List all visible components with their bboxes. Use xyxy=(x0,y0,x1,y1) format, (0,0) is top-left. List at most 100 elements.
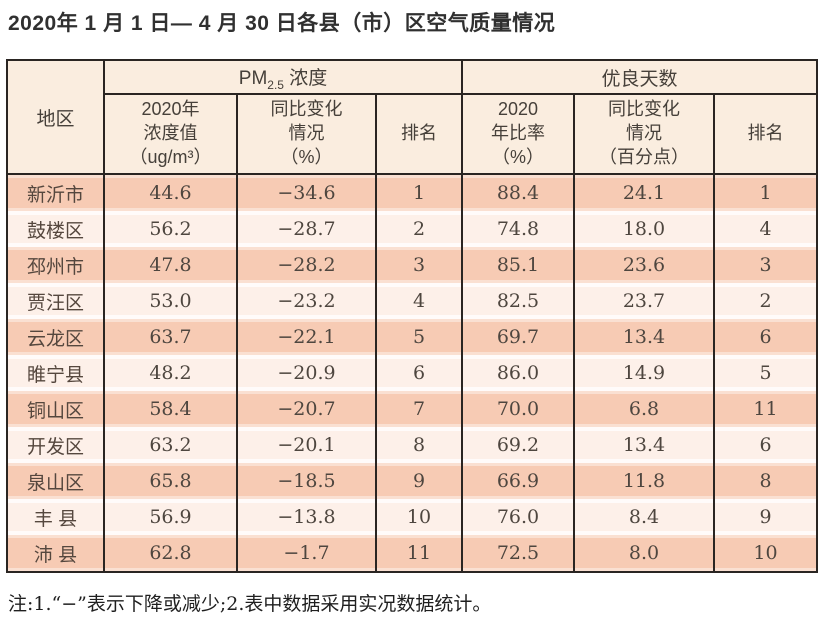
days-rank-cell: 11 xyxy=(712,391,819,427)
days-rate-cell: 69.7 xyxy=(461,319,575,355)
pm-rank-cell: 4 xyxy=(375,283,463,319)
pm25-subscript: 2.5 xyxy=(267,77,284,92)
days-change-cell: 24.1 xyxy=(573,174,715,211)
pm-value-cell: 56.2 xyxy=(103,211,238,247)
col-header-days-rate: 2020 年比率 （%） xyxy=(461,93,575,175)
table-row: 开发区 63.2 −20.1 8 69.2 13.4 6 xyxy=(6,427,819,463)
days-rank-cell: 4 xyxy=(712,211,819,247)
region-cell: 铜山区 xyxy=(6,391,105,427)
days-rate-cell: 72.5 xyxy=(461,535,575,572)
pm-change-cell: −20.1 xyxy=(236,427,377,463)
days-change-cell: 23.6 xyxy=(573,247,715,283)
days-rate-cell: 88.4 xyxy=(461,174,575,211)
days-change-cell: 11.8 xyxy=(573,463,715,499)
pm-rank-cell: 2 xyxy=(375,211,463,247)
pm-rank-cell: 7 xyxy=(375,391,463,427)
air-quality-table: 地区 PM2.5 浓度 优良天数 2020年 浓度值 （ug/m³） 同比变化 … xyxy=(6,59,819,573)
table-row: 铜山区 58.4 −20.7 7 70.0 6.8 11 xyxy=(6,391,819,427)
days-rate-cell: 66.9 xyxy=(461,463,575,499)
days-rank-cell: 2 xyxy=(712,283,819,319)
region-cell: 邳州市 xyxy=(6,247,105,283)
days-rate-cell: 74.8 xyxy=(461,211,575,247)
pm-change-cell: −20.9 xyxy=(236,355,377,391)
pm-rank-cell: 3 xyxy=(375,247,463,283)
region-cell: 丰 县 xyxy=(6,499,105,535)
pm-value-cell: 62.8 xyxy=(103,535,238,572)
days-change-cell: 8.0 xyxy=(573,535,715,572)
col-header-days-rank: 排名 xyxy=(712,93,819,175)
days-rate-cell: 76.0 xyxy=(461,499,575,535)
pm-change-cell: −34.6 xyxy=(236,174,377,211)
days-rate-cell: 85.1 xyxy=(461,247,575,283)
pm-value-cell: 63.7 xyxy=(103,319,238,355)
table-row: 丰 县 56.9 −13.8 10 76.0 8.4 9 xyxy=(6,499,819,535)
pm-rank-cell: 9 xyxy=(375,463,463,499)
pm-change-cell: −22.1 xyxy=(236,319,377,355)
days-change-cell: 13.4 xyxy=(573,427,715,463)
pm-rank-cell: 10 xyxy=(375,499,463,535)
pm-rank-cell: 5 xyxy=(375,319,463,355)
col-header-region: 地区 xyxy=(6,59,105,175)
days-change-cell: 8.4 xyxy=(573,499,715,535)
days-rate-cell: 69.2 xyxy=(461,427,575,463)
table-row: 睢宁县 48.2 −20.9 6 86.0 14.9 5 xyxy=(6,355,819,391)
pm-value-cell: 44.6 xyxy=(103,174,238,211)
days-rank-cell: 1 xyxy=(712,174,819,211)
region-cell: 泉山区 xyxy=(6,463,105,499)
pm-rank-cell: 1 xyxy=(375,174,463,211)
col-header-pm-rank: 排名 xyxy=(375,93,463,175)
pm-change-cell: −13.8 xyxy=(236,499,377,535)
region-cell: 鼓楼区 xyxy=(6,211,105,247)
pm-rank-cell: 6 xyxy=(375,355,463,391)
table-row: 泉山区 65.8 −18.5 9 66.9 11.8 8 xyxy=(6,463,819,499)
pm-value-cell: 63.2 xyxy=(103,427,238,463)
table-body: 新沂市 44.6 −34.6 1 88.4 24.1 1 鼓楼区 56.2 −28.7 2 74.8 1… xyxy=(6,174,819,572)
days-rate-cell: 82.5 xyxy=(461,283,575,319)
days-rank-cell: 10 xyxy=(712,535,819,572)
col-header-pm-value: 2020年 浓度值 （ug/m³） xyxy=(103,93,238,175)
region-cell: 贾汪区 xyxy=(6,283,105,319)
region-cell: 沛 县 xyxy=(6,535,105,572)
pm-change-cell: −28.7 xyxy=(236,211,377,247)
pm-value-cell: 65.8 xyxy=(103,463,238,499)
table-header: 地区 PM2.5 浓度 优良天数 2020年 浓度值 （ug/m³） 同比变化 … xyxy=(6,59,819,175)
pm-rank-cell: 8 xyxy=(375,427,463,463)
table-row: 沛 县 62.8 −1.7 11 72.5 8.0 10 xyxy=(6,535,819,572)
days-change-cell: 13.4 xyxy=(573,319,715,355)
footnote: 注:1.“−”表示下降或减少;2.表中数据采用实况数据统计。 xyxy=(8,593,492,615)
days-rank-cell: 6 xyxy=(712,427,819,463)
pm-rank-cell: 11 xyxy=(375,535,463,572)
pm-change-cell: −1.7 xyxy=(236,535,377,572)
pm-change-cell: −28.2 xyxy=(236,247,377,283)
header-sub-row: 2020年 浓度值 （ug/m³） 同比变化 情况 （%） 排名 2020 年比… xyxy=(7,93,819,175)
days-rank-cell: 3 xyxy=(712,247,819,283)
days-rank-cell: 6 xyxy=(712,319,819,355)
days-change-cell: 18.0 xyxy=(573,211,715,247)
days-rate-cell: 70.0 xyxy=(461,391,575,427)
days-rank-cell: 5 xyxy=(712,355,819,391)
days-rank-cell: 9 xyxy=(712,499,819,535)
col-group-pm25: PM2.5 浓度 xyxy=(103,59,463,95)
col-group-good-days: 优良天数 xyxy=(460,59,819,95)
table-row: 鼓楼区 56.2 −28.7 2 74.8 18.0 4 xyxy=(6,211,819,247)
table-row: 云龙区 63.7 −22.1 5 69.7 13.4 6 xyxy=(6,319,819,355)
pm-value-cell: 58.4 xyxy=(103,391,238,427)
pm-value-cell: 48.2 xyxy=(103,355,238,391)
col-header-days-change: 同比变化 情况 （百分点） xyxy=(573,93,715,175)
pm-change-cell: −20.7 xyxy=(236,391,377,427)
days-rank-cell: 8 xyxy=(712,463,819,499)
pm-value-cell: 47.8 xyxy=(103,247,238,283)
region-cell: 新沂市 xyxy=(6,174,105,211)
days-rate-cell: 86.0 xyxy=(461,355,575,391)
page-title: 2020年 1 月 1 日— 4 月 30 日各县（市）区空气质量情况 xyxy=(8,12,556,35)
days-change-cell: 23.7 xyxy=(573,283,715,319)
pm-change-cell: −23.2 xyxy=(236,283,377,319)
days-change-cell: 6.8 xyxy=(573,391,715,427)
table-row: 新沂市 44.6 −34.6 1 88.4 24.1 1 xyxy=(6,174,819,211)
header-group-row: 地区 PM2.5 浓度 优良天数 xyxy=(6,59,819,175)
region-cell: 睢宁县 xyxy=(6,355,105,391)
table-row: 邳州市 47.8 −28.2 3 85.1 23.6 3 xyxy=(6,247,819,283)
pm25-group-label: PM2.5 浓度 xyxy=(238,67,328,92)
col-header-pm-change: 同比变化 情况 （%） xyxy=(236,93,377,175)
